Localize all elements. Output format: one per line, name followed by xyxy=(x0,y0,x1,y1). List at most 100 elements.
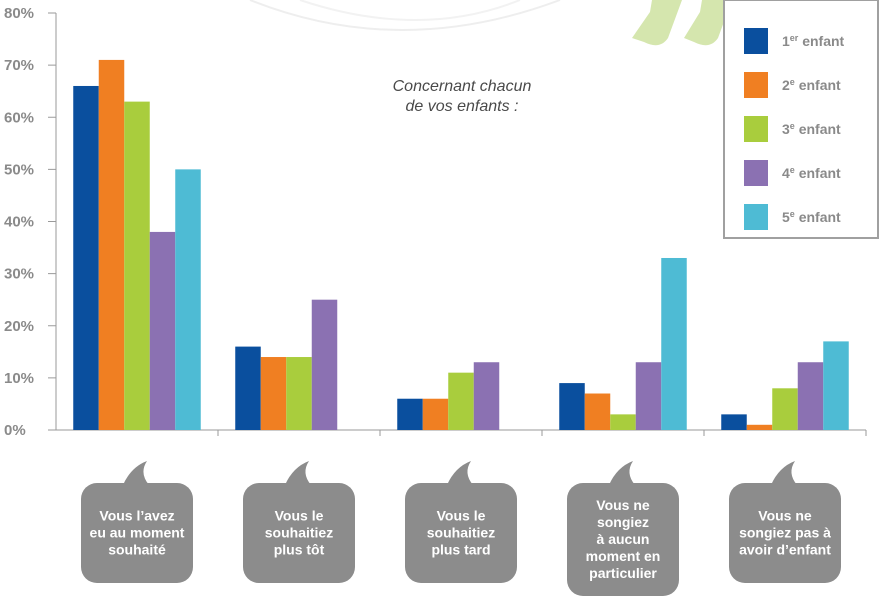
category-label-line: songiez pas à xyxy=(739,525,831,541)
category-label-line: avoir d’enfant xyxy=(739,542,831,558)
legend-label-text: enfant xyxy=(795,209,841,225)
bar xyxy=(260,357,287,430)
legend-label-number: 4 xyxy=(782,165,790,181)
bar xyxy=(661,257,687,430)
bubble-tail xyxy=(771,461,797,485)
bubble-tail xyxy=(123,461,149,485)
bubble-tail xyxy=(285,461,311,485)
bar xyxy=(235,346,261,430)
legend-label-superscript: er xyxy=(790,33,799,43)
bubble-body xyxy=(729,483,841,583)
bar xyxy=(311,299,338,430)
bubble-tail xyxy=(609,461,635,485)
legend-label: 2e enfant xyxy=(782,77,841,93)
legend-swatch xyxy=(744,72,768,98)
bar xyxy=(175,169,201,430)
legend-label-superscript: e xyxy=(790,77,795,87)
bubble-body xyxy=(243,483,355,583)
bar xyxy=(559,383,585,430)
bar xyxy=(98,59,125,430)
legend-label-text: enfant xyxy=(795,77,841,93)
legend-label-text: enfant xyxy=(795,165,841,181)
bar xyxy=(746,424,773,430)
bar xyxy=(797,362,824,430)
legend-label-number: 2 xyxy=(782,77,790,93)
category-label-line: Vous ne xyxy=(758,508,812,524)
y-tick-label: 30% xyxy=(4,266,34,283)
background-arc xyxy=(299,0,521,21)
legend-swatch xyxy=(744,160,768,186)
y-tick-label: 50% xyxy=(4,161,34,178)
bubble-body xyxy=(81,483,193,583)
bar xyxy=(422,398,449,430)
category-label-line: plus tard xyxy=(431,542,490,558)
bar xyxy=(473,362,500,430)
bar xyxy=(73,85,99,430)
category-label-line: songiez xyxy=(597,514,649,530)
quote-mark-right xyxy=(684,0,732,46)
category-label-line: plus tôt xyxy=(274,542,325,558)
legend-label-number: 1 xyxy=(782,33,790,49)
category-label-line: à aucun xyxy=(597,531,650,547)
bar xyxy=(721,414,747,430)
chart-annotation-line-1: Concernant chacun xyxy=(393,78,532,95)
bars xyxy=(73,59,849,431)
legend-label-superscript: e xyxy=(790,121,795,131)
y-tick-label: 10% xyxy=(4,370,34,387)
bar xyxy=(823,341,849,430)
category-label-line: souhaitiez xyxy=(427,525,495,541)
y-tick-label: 0% xyxy=(4,422,26,439)
legend-swatch xyxy=(744,204,768,230)
category-label-line: eu au moment xyxy=(90,525,185,541)
bar xyxy=(448,372,474,430)
legend-label: 4e enfant xyxy=(782,165,841,181)
bubble-tail xyxy=(447,461,473,485)
legend-label-number: 5 xyxy=(782,209,790,225)
category-label-line: Vous le xyxy=(437,508,486,524)
background-arc xyxy=(249,0,561,31)
bar xyxy=(610,414,636,430)
category-label-line: Vous l’avez xyxy=(99,508,174,524)
category-label-line: Vous ne xyxy=(596,497,650,513)
y-tick-label: 40% xyxy=(4,214,34,231)
bar xyxy=(772,388,798,430)
y-tick-label: 60% xyxy=(4,109,34,126)
quote-mark-left xyxy=(632,0,682,46)
bar xyxy=(124,101,150,431)
quote-mark-icon xyxy=(632,0,732,46)
legend-label-superscript: e xyxy=(790,165,795,175)
y-tick-label: 80% xyxy=(4,5,34,22)
category-label-line: Vous le xyxy=(275,508,324,524)
bar xyxy=(286,357,312,430)
bubble-body xyxy=(405,483,517,583)
y-tick-label: 70% xyxy=(4,57,34,74)
y-axis-ticks: 0% 10% 20% 30% 40% 50% 60% 70% 80% xyxy=(4,5,56,439)
bar xyxy=(149,231,176,430)
y-tick-label: 20% xyxy=(4,318,34,335)
legend-label: 1er enfant xyxy=(782,33,845,49)
bar xyxy=(584,393,611,430)
category-label-line: souhaité xyxy=(108,542,166,558)
bar xyxy=(397,398,423,430)
legend-swatch xyxy=(744,116,768,142)
legend-swatch xyxy=(744,28,768,54)
chart-annotation-line-2: de vos enfants : xyxy=(406,98,519,115)
category-label-line: particulier xyxy=(589,565,657,581)
legend-label: 3e enfant xyxy=(782,121,841,137)
legend-label: 5e enfant xyxy=(782,209,841,225)
legend-label-number: 3 xyxy=(782,121,790,137)
legend-label-superscript: e xyxy=(790,209,795,219)
legend-label-text: enfant xyxy=(795,121,841,137)
legend-label-text: enfant xyxy=(798,33,844,49)
category-label-line: souhaitiez xyxy=(265,525,333,541)
background-decoration xyxy=(249,0,561,31)
bar xyxy=(635,362,662,430)
